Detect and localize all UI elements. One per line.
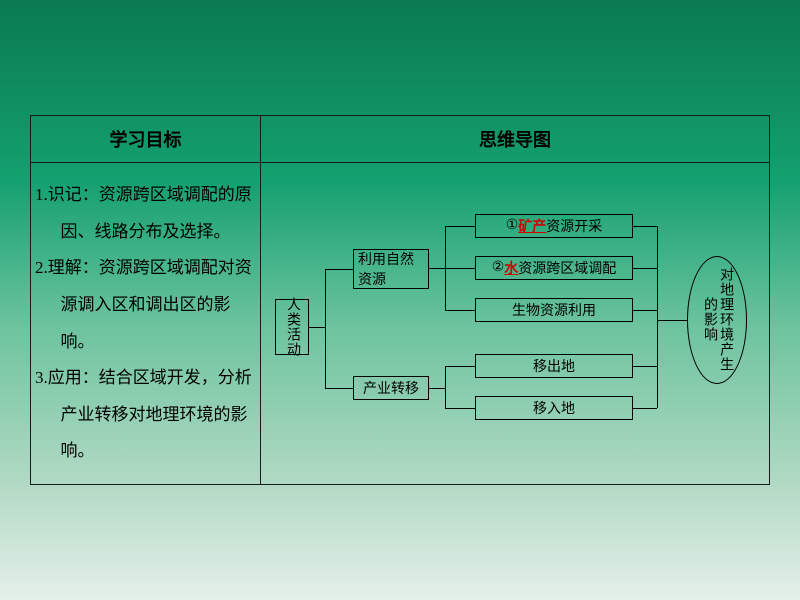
diagram-cell: 人类活动 利用自然资源 产业转移 ①矿产资源开采 ②水资源跨区域调配 生物资源利… <box>261 163 769 483</box>
conn-to-a2 <box>445 268 475 269</box>
node-a2: ②水资源跨区域调配 <box>475 256 633 280</box>
header-left: 学习目标 <box>31 116 261 163</box>
objective-2-prefix: 2.理解： <box>35 258 99 277</box>
node-b1: 移出地 <box>475 354 633 378</box>
conn-b-stem <box>429 388 445 389</box>
a2-pre: ② <box>492 259 505 276</box>
conn-to-b1 <box>445 366 475 367</box>
objective-3-prefix: 3.应用： <box>35 368 99 387</box>
objective-2: 2.理解：资源跨区域调配对资源调入区和调出区的影响。 <box>35 250 252 360</box>
mind-map-diagram: 人类活动 利用自然资源 产业转移 ①矿产资源开采 ②水资源跨区域调配 生物资源利… <box>275 194 755 454</box>
conn-a1-out <box>633 226 657 227</box>
objective-1-prefix: 1.识记： <box>35 185 99 204</box>
conn-a-stem <box>429 268 445 269</box>
conn-right-brace <box>657 226 658 408</box>
conn-a2-out <box>633 268 657 269</box>
conn-root-split <box>325 269 326 388</box>
conn-to-b <box>325 388 353 389</box>
table-body-row: 1.识记：资源跨区域调配的原因、线路分布及选择。 2.理解：资源跨区域调配对资源… <box>31 163 769 483</box>
content-table: 学习目标 思维导图 1.识记：资源跨区域调配的原因、线路分布及选择。 2.理解：… <box>30 115 770 484</box>
conn-to-a3 <box>445 310 475 311</box>
node-root: 人类活动 <box>275 299 309 355</box>
objective-1: 1.识记：资源跨区域调配的原因、线路分布及选择。 <box>35 177 252 250</box>
objective-3: 3.应用：结合区域开发，分析产业转移对地理环境的影响。 <box>35 360 252 470</box>
table-header-row: 学习目标 思维导图 <box>31 116 769 163</box>
node-a3: 生物资源利用 <box>475 298 633 322</box>
conn-to-a1 <box>445 226 475 227</box>
header-right: 思维导图 <box>261 116 769 163</box>
conn-b-split <box>445 366 446 408</box>
a1-red: 矿产 <box>518 216 546 236</box>
a2-red: 水 <box>504 258 518 278</box>
node-a: 利用自然资源 <box>353 249 429 289</box>
conn-b2-out <box>633 408 657 409</box>
node-a1: ①矿产资源开采 <box>475 214 633 238</box>
node-b: 产业转移 <box>353 376 429 400</box>
conn-b1-out <box>633 366 657 367</box>
a2-post: 资源跨区域调配 <box>518 258 616 278</box>
objectives-cell: 1.识记：资源跨区域调配的原因、线路分布及选择。 2.理解：资源跨区域调配对资源… <box>31 163 261 483</box>
conn-to-result <box>657 320 687 321</box>
a1-pre: ① <box>506 217 519 234</box>
conn-to-b2 <box>445 408 475 409</box>
conn-to-a <box>325 269 353 270</box>
a1-post: 资源开采 <box>546 216 602 236</box>
conn-root-stem <box>309 327 325 328</box>
node-result: 对地理环境产生的影响 <box>687 256 747 384</box>
node-b2: 移入地 <box>475 396 633 420</box>
conn-a3-out <box>633 310 657 311</box>
